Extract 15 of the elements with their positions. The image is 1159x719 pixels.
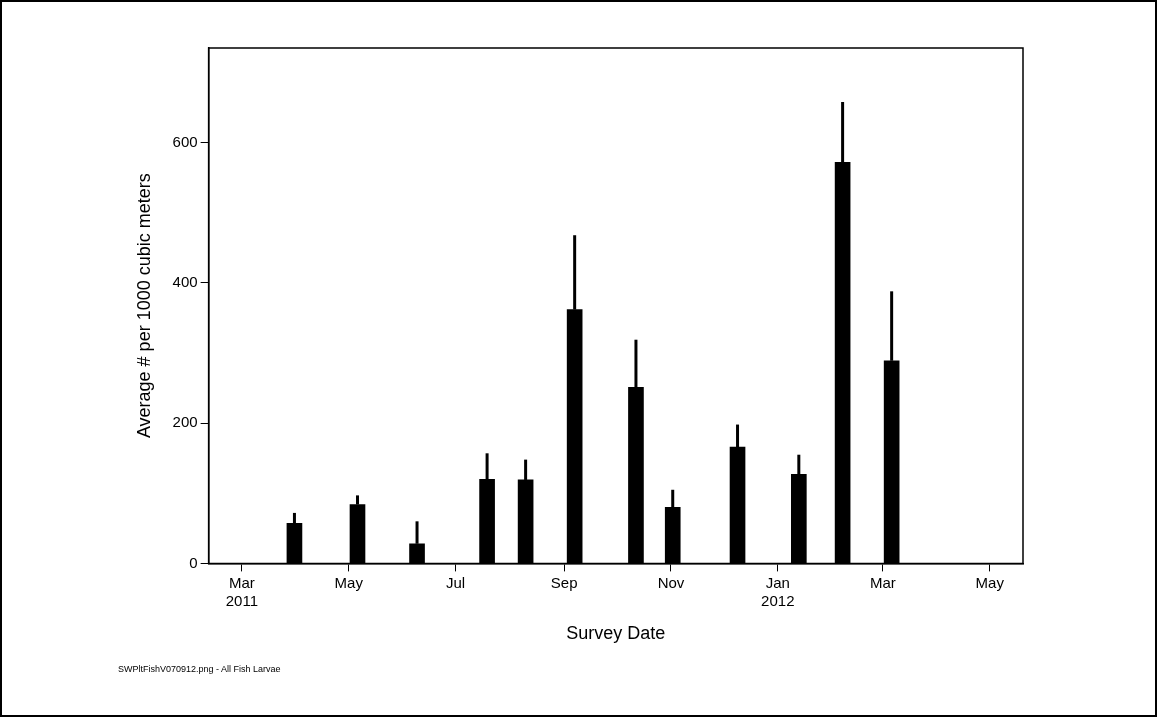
x-tick-label: May — [334, 573, 364, 591]
y-tick-label: 0 — [189, 553, 198, 571]
x-axis-title: Survey Date — [566, 623, 666, 644]
y-tick-label: 600 — [172, 132, 198, 150]
x-tick-label: Mar — [869, 573, 896, 591]
x-tick-label: May — [975, 573, 1005, 591]
text: SWPltFishV070912.png - All Fish Larvae — [118, 664, 281, 674]
x-tick-label: Jan 2012 — [761, 573, 795, 609]
x-tick-label: Nov — [657, 573, 685, 591]
x-tick-label: Mar 2011 — [225, 573, 259, 609]
x-tick-label: Sep — [550, 573, 578, 591]
y-tick-label: 200 — [172, 413, 198, 431]
y-tick-label: 400 — [172, 273, 198, 291]
x-tick-label: Jul — [445, 573, 466, 591]
y-axis-title: Average # per 1000 cubic meters — [133, 173, 154, 439]
